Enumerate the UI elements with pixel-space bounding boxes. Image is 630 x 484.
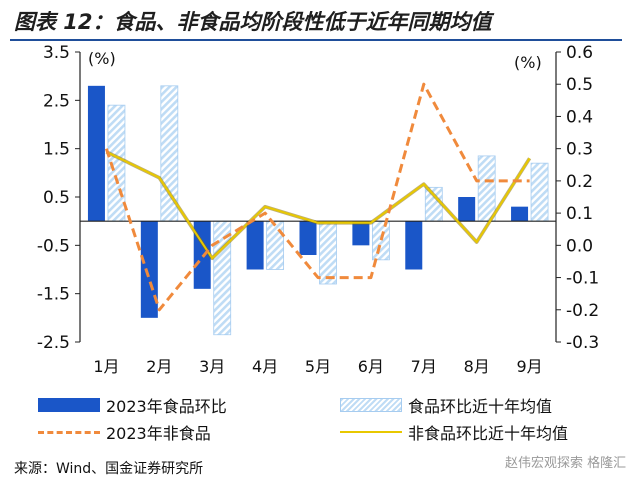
right-tick-label: 0.1 bbox=[566, 204, 593, 224]
bar-food-avg bbox=[477, 155, 496, 222]
left-tick-label: -0.5 bbox=[37, 236, 70, 256]
right-tick-label: 0.2 bbox=[566, 172, 593, 192]
right-tick-label: 0.3 bbox=[566, 140, 593, 160]
right-tick-label: 0.4 bbox=[566, 107, 593, 127]
left-tick-label: 0.5 bbox=[43, 188, 70, 208]
left-tick-label: 1.5 bbox=[43, 140, 70, 160]
title-underline bbox=[10, 39, 622, 41]
line-nonfood-avg bbox=[105, 151, 531, 260]
bar-food-2023 bbox=[458, 197, 476, 222]
left-tick-label: 2.5 bbox=[43, 91, 70, 111]
bar-food-2023 bbox=[405, 221, 423, 270]
left-tick-label: -1.5 bbox=[37, 285, 70, 305]
bar-food-2023 bbox=[246, 221, 264, 270]
right-tick-label: -0.2 bbox=[566, 301, 599, 321]
left-tick-label: 3.5 bbox=[43, 43, 70, 63]
bar-food-avg bbox=[530, 162, 549, 222]
left-axis-unit: (%) bbox=[88, 49, 116, 68]
bar-food-2023 bbox=[511, 206, 529, 222]
bar-food-2023 bbox=[140, 221, 158, 318]
bar-food-2023 bbox=[87, 85, 105, 222]
x-tick-label: 5月 bbox=[305, 357, 331, 376]
x-tick-label: 9月 bbox=[516, 357, 542, 376]
right-tick-label: -0.3 bbox=[566, 333, 599, 353]
bar-food-avg bbox=[213, 220, 232, 336]
line-nonfood-2023 bbox=[104, 82, 530, 312]
right-tick-label: 0.0 bbox=[566, 236, 593, 256]
right-tick-label: 0.6 bbox=[566, 43, 593, 63]
right-tick-label: -0.1 bbox=[566, 269, 599, 289]
chart-title: 图表 12：食品、非食品均阶段性低于近年同期均值 bbox=[14, 10, 492, 34]
x-tick-label: 2月 bbox=[146, 357, 172, 376]
bar-food-avg bbox=[371, 220, 390, 261]
x-tick-label: 8月 bbox=[464, 357, 490, 376]
x-tick-label: 6月 bbox=[358, 357, 384, 376]
x-tick-label: 3月 bbox=[199, 357, 225, 376]
bar-food-2023 bbox=[299, 221, 317, 255]
right-tick-label: 0.5 bbox=[566, 75, 593, 95]
watermark: 赵伟宏观探索 格隆汇 bbox=[505, 456, 627, 471]
left-tick-label: -2.5 bbox=[37, 333, 70, 353]
bar-food-avg bbox=[319, 220, 337, 285]
source-note: 来源：Wind、国金证券研究所 bbox=[14, 461, 204, 477]
x-tick-label: 4月 bbox=[252, 357, 278, 376]
right-axis-unit: (%) bbox=[514, 53, 542, 72]
x-tick-label: 1月 bbox=[93, 357, 119, 376]
bar-food-avg bbox=[266, 220, 285, 270]
bar-food-2023 bbox=[352, 221, 370, 246]
x-tick-label: 7月 bbox=[411, 357, 437, 376]
